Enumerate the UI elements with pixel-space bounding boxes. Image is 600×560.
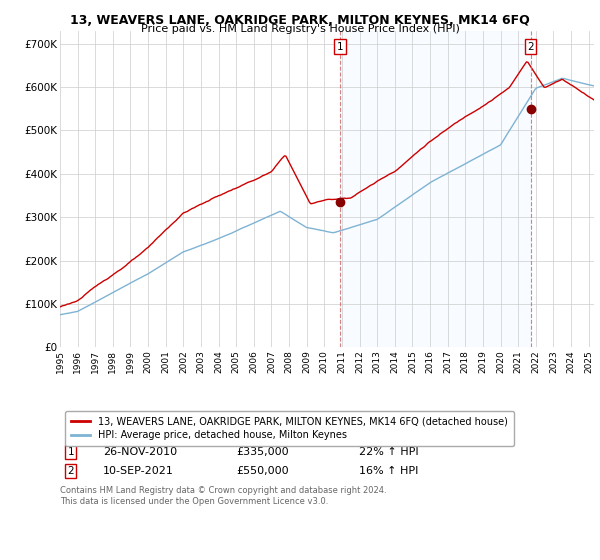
Text: 22% ↑ HPI: 22% ↑ HPI [359, 447, 419, 457]
Text: 26-NOV-2010: 26-NOV-2010 [103, 447, 177, 457]
Legend: 13, WEAVERS LANE, OAKRIDGE PARK, MILTON KEYNES, MK14 6FQ (detached house), HPI: : 13, WEAVERS LANE, OAKRIDGE PARK, MILTON … [65, 410, 514, 446]
Text: 2: 2 [67, 466, 74, 476]
Bar [340, 31, 530, 347]
Text: £335,000: £335,000 [236, 447, 289, 457]
Text: 13, WEAVERS LANE, OAKRIDGE PARK, MILTON KEYNES, MK14 6FQ: 13, WEAVERS LANE, OAKRIDGE PARK, MILTON … [70, 14, 530, 27]
Text: 1: 1 [337, 42, 344, 52]
Text: 10-SEP-2021: 10-SEP-2021 [103, 466, 173, 476]
Text: 16% ↑ HPI: 16% ↑ HPI [359, 466, 418, 476]
Text: £550,000: £550,000 [236, 466, 289, 476]
Text: Contains HM Land Registry data © Crown copyright and database right 2024.
This d: Contains HM Land Registry data © Crown c… [60, 487, 386, 506]
Text: 1: 1 [67, 447, 74, 457]
Text: 2: 2 [527, 42, 534, 52]
Text: Price paid vs. HM Land Registry's House Price Index (HPI): Price paid vs. HM Land Registry's House … [140, 24, 460, 34]
